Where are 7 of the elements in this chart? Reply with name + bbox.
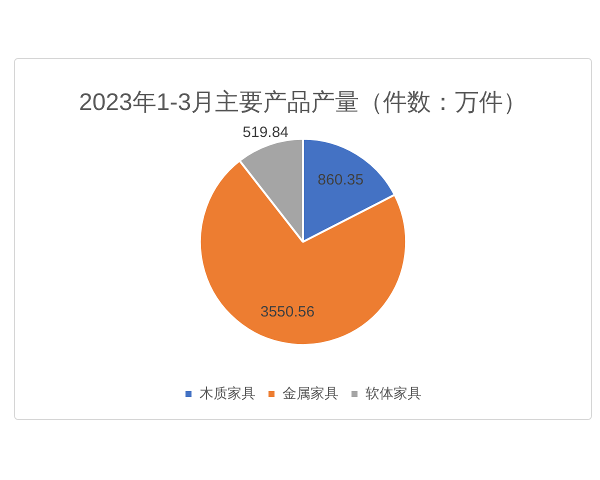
legend-label: 木质家具 bbox=[200, 384, 256, 401]
data-label: 860.35 bbox=[318, 171, 364, 188]
data-label: 3550.56 bbox=[260, 304, 315, 321]
data-label: 519.84 bbox=[242, 124, 289, 142]
legend-label: 软体家具 bbox=[366, 384, 422, 401]
chart-title: 2023年1-3月主要产品产量（件数：万件） bbox=[78, 89, 528, 116]
legend-label: 金属家具 bbox=[282, 384, 338, 401]
